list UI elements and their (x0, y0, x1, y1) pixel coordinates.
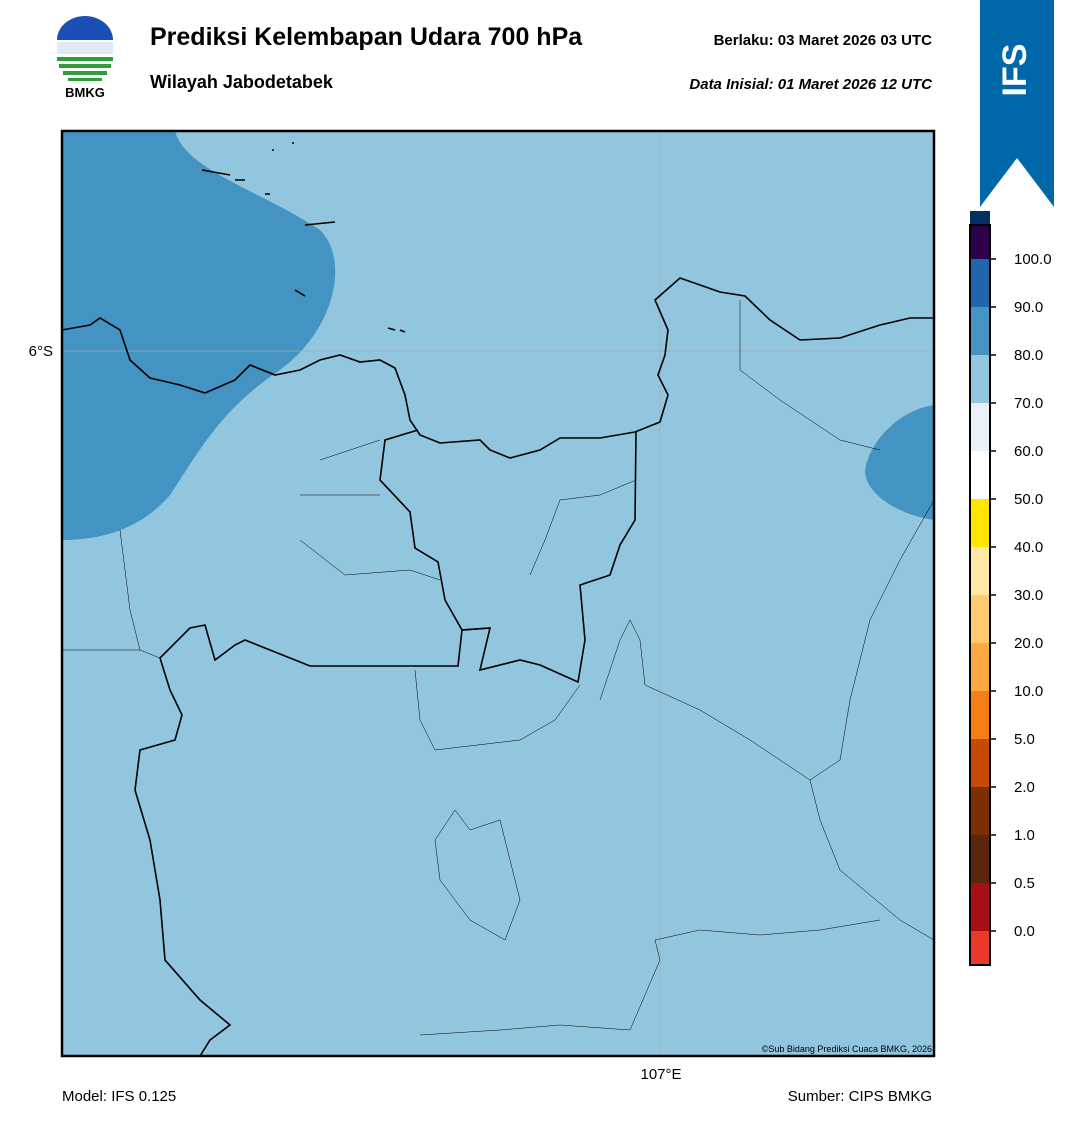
colorbar-tick-label: 20.0 (1014, 635, 1043, 652)
colorbar-segment (970, 787, 990, 835)
colorbar-tick-label: 1.0 (1014, 827, 1035, 844)
colorbar-tick-label: 70.0 (1014, 395, 1043, 412)
humidity-area (865, 405, 934, 520)
lon-label: 107°E (640, 1066, 681, 1083)
colorbar-tick-label: 60.0 (1014, 443, 1043, 460)
colorbar-segment (970, 739, 990, 787)
colorbar-segment (970, 451, 990, 499)
subtitle: Wilayah Jabodetabek (150, 72, 334, 92)
colorbar-tick-label: 50.0 (1014, 491, 1043, 508)
colorbar-segment (970, 643, 990, 691)
map: ©Sub Bidang Prediksi Cuaca BMKG, 2026 (60, 129, 936, 1058)
colorbar-segment (970, 835, 990, 883)
colorbar-tick-label: 5.0 (1014, 731, 1035, 748)
colorbar-segment (970, 595, 990, 643)
credit: ©Sub Bidang Prediksi Cuaca BMKG, 2026 (762, 1044, 932, 1054)
colorbar-tick-label: 0.0 (1014, 923, 1035, 940)
humidity-area (62, 131, 336, 540)
colorbar-segment (970, 259, 990, 307)
colorbar-tick-label: 30.0 (1014, 587, 1043, 604)
colorbar-segment (970, 691, 990, 739)
coastline (61, 142, 934, 1057)
colorbar-segment (970, 931, 990, 965)
colorbar-segment (970, 403, 990, 451)
badge (980, 0, 1054, 207)
colorbar-tick-label: 2.0 (1014, 779, 1035, 796)
colorbar-segment (970, 307, 990, 355)
model-label: Model: IFS 0.125 (62, 1088, 176, 1105)
district-border (62, 300, 935, 1036)
colorbar: 0.0 0.5 1.0 2.0 5.0 10.0 20.0 30.0 40.0 50.0 60.0 7… (969, 211, 1052, 966)
colorbar-segment (970, 499, 990, 547)
colorbar-tick-label: 100.0 (1014, 251, 1052, 268)
colorbar-segment (970, 225, 990, 259)
title: Prediksi Kelembapan Udara 700 hPa (150, 23, 583, 51)
logo: BMKG (57, 16, 113, 100)
colorbar-segment (970, 355, 990, 403)
badge-text: IFS (996, 44, 1034, 97)
colorbar-segment (970, 547, 990, 595)
colorbar-tick-label: 0.5 (1014, 875, 1035, 892)
colorbar-tick-label: 10.0 (1014, 683, 1043, 700)
map-frame (60, 129, 936, 1058)
lat-label: 6°S (29, 343, 53, 360)
colorbar-tick-label: 80.0 (1014, 347, 1043, 364)
colorbar-tick-label: 90.0 (1014, 299, 1043, 316)
colorbar-tick-label: 40.0 (1014, 539, 1043, 556)
logo-text: BMKG (65, 85, 105, 100)
source-label: Sumber: CIPS BMKG (788, 1088, 932, 1105)
colorbar-segment (970, 883, 990, 931)
valid-time: Berlaku: 03 Maret 2026 03 UTC (714, 32, 933, 49)
init-time: Data Inisial: 01 Maret 2026 12 UTC (689, 76, 933, 93)
